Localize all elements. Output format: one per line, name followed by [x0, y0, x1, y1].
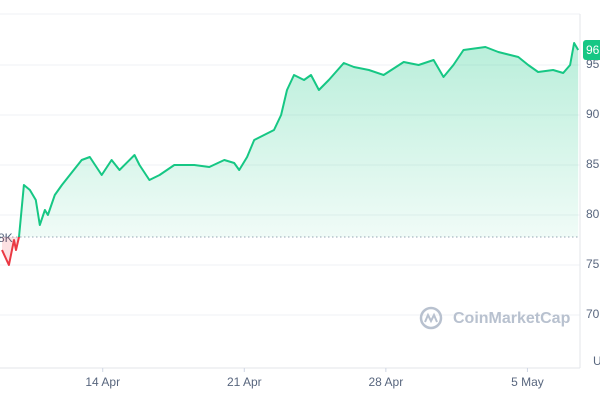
last-price-badge — [583, 40, 600, 60]
watermark-text: CoinMarketCap — [453, 310, 571, 327]
area-up — [2, 43, 579, 237]
y-tick-label: 80 — [586, 207, 600, 221]
price-line — [1, 42, 580, 266]
y-tick-label: 90 — [586, 107, 600, 121]
x-tick-label: 28 Apr — [369, 375, 404, 389]
y-tick-label: 95 — [586, 57, 600, 71]
x-tick-label: 5 May — [511, 375, 544, 389]
x-tick-label: 14 Apr — [85, 375, 120, 389]
watermark: CoinMarketCap — [419, 306, 571, 330]
baseline-label: 8K — [0, 231, 13, 245]
y-unit-label: U — [593, 354, 600, 368]
y-tick-label: 70 — [586, 307, 600, 321]
y-tick-label: 75 — [586, 257, 600, 271]
y-tick-label: 85 — [586, 157, 600, 171]
x-tick-label: 21 Apr — [227, 375, 262, 389]
last-price-label: 96 — [586, 43, 600, 57]
